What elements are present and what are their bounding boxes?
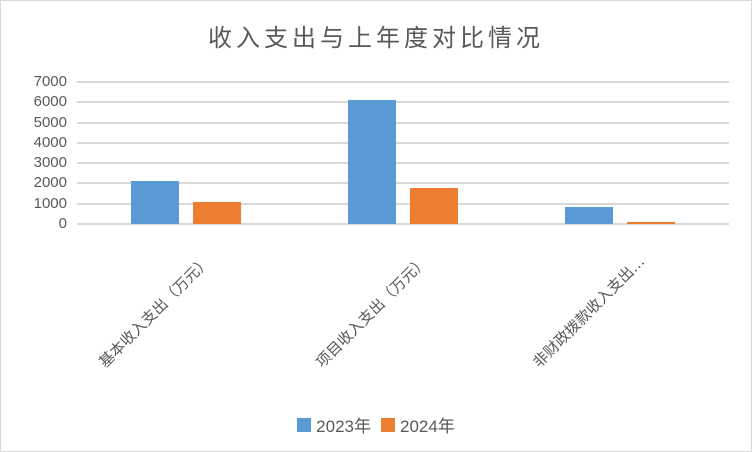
legend: 2023年 2024年 <box>1 412 751 437</box>
legend-swatch-2024年 <box>381 417 395 432</box>
y-tick-label: 1000 <box>33 194 67 212</box>
y-tick-label: 4000 <box>33 133 67 151</box>
gridline <box>77 121 729 124</box>
chart-title: 收入支出与上年度对比情况 <box>208 24 544 52</box>
gridline <box>77 141 729 144</box>
y-tick-label: 5000 <box>33 113 67 131</box>
y-tick-label: 7000 <box>33 73 67 90</box>
gridline <box>77 81 729 83</box>
legend-label: 2023年 <box>316 417 371 436</box>
gridline <box>77 202 729 205</box>
gridline <box>77 101 729 104</box>
bar-2024年-category-3 <box>627 221 676 224</box>
bar-2023年-category-2 <box>348 100 396 224</box>
legend-item-2024年: 2024年 <box>381 412 455 437</box>
plot-area <box>77 81 729 225</box>
bar-2024年-category-2 <box>410 187 458 224</box>
gridline <box>77 182 729 185</box>
y-axis: 0 1000 2000 3000 4000 5000 6000 7000 <box>1 73 67 232</box>
legend-swatch-2023年 <box>297 417 312 432</box>
y-tick-label: 6000 <box>33 93 67 111</box>
y-tick-label: 0 <box>58 215 67 232</box>
legend-label: 2024年 <box>400 417 455 436</box>
legend-item-2023年: 2023年 <box>297 412 371 437</box>
bar-2023年-category-1 <box>130 181 179 224</box>
y-tick-label: 2000 <box>33 174 67 192</box>
bar-2023年-category-3 <box>565 206 614 224</box>
gridline <box>77 162 729 165</box>
y-tick-label: 3000 <box>33 154 67 172</box>
gridline <box>77 223 729 225</box>
bar-2024年-category-1 <box>192 201 241 224</box>
